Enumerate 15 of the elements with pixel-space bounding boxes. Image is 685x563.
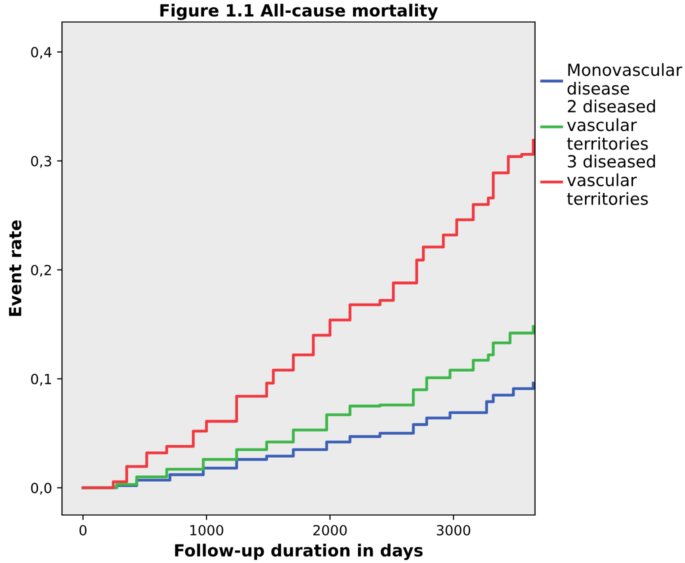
legend-label: Monovascular disease [568, 63, 682, 95]
y-tick-label: 0,0 [31, 482, 52, 495]
y-axis-title: Event rate [9, 220, 22, 316]
y-tick-label: 0,3 [31, 156, 52, 168]
y-tick-label: 0,2 [31, 264, 51, 277]
legend-label: 2 diseased vascular territories [567, 100, 655, 150]
x-tick-label: 0 [79, 524, 86, 536]
chart-title: Figure 1.1 All-cause mortality [160, 4, 438, 20]
x-tick-label: 1000 [190, 524, 224, 536]
y-tick-label: 0,4 [31, 46, 52, 59]
y-tick-label: 0,1 [31, 374, 51, 386]
legend-label: 3 diseased vascular territories [567, 154, 655, 205]
x-axis-title: Follow-up duration in days [175, 544, 423, 560]
x-tick-label: 2000 [313, 524, 347, 536]
x-tick-label: 3000 [436, 524, 470, 536]
